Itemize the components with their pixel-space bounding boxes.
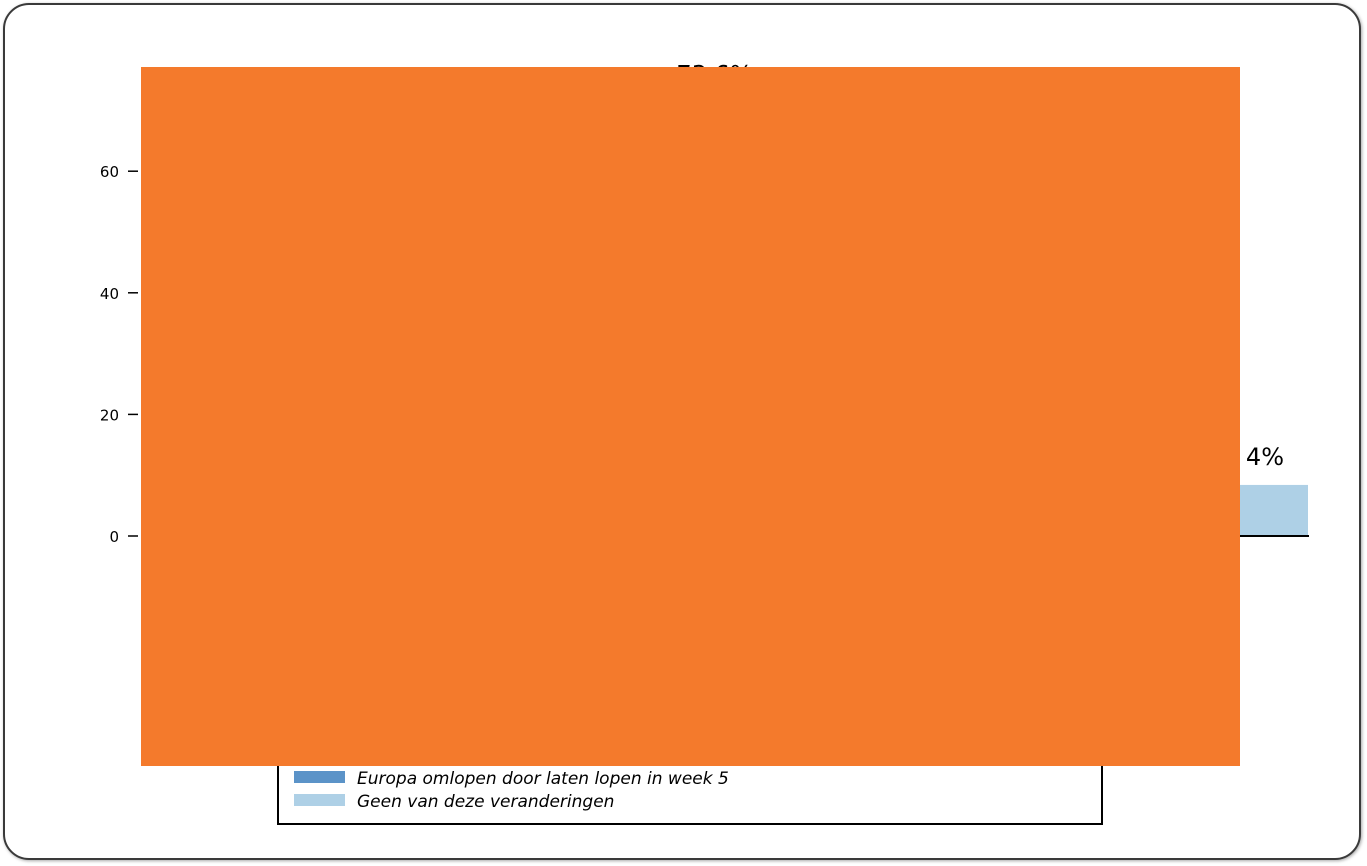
y-tick-label: 0 [109,528,119,546]
legend-label: Europa omlopen door laten lopen in week … [357,769,729,789]
y-tick-label: 40 [100,285,119,303]
legend-swatch [294,794,345,806]
y-tick-label: 20 [100,406,119,424]
legend-label: Geen van deze veranderingen [357,792,614,812]
y-tick-label: 60 [100,163,119,181]
orange-overlay-block [141,67,1240,766]
legend-swatch [294,771,345,783]
y-axis: 0 20 40 60 [100,163,138,546]
bar-data-label: 4% [1246,443,1284,471]
